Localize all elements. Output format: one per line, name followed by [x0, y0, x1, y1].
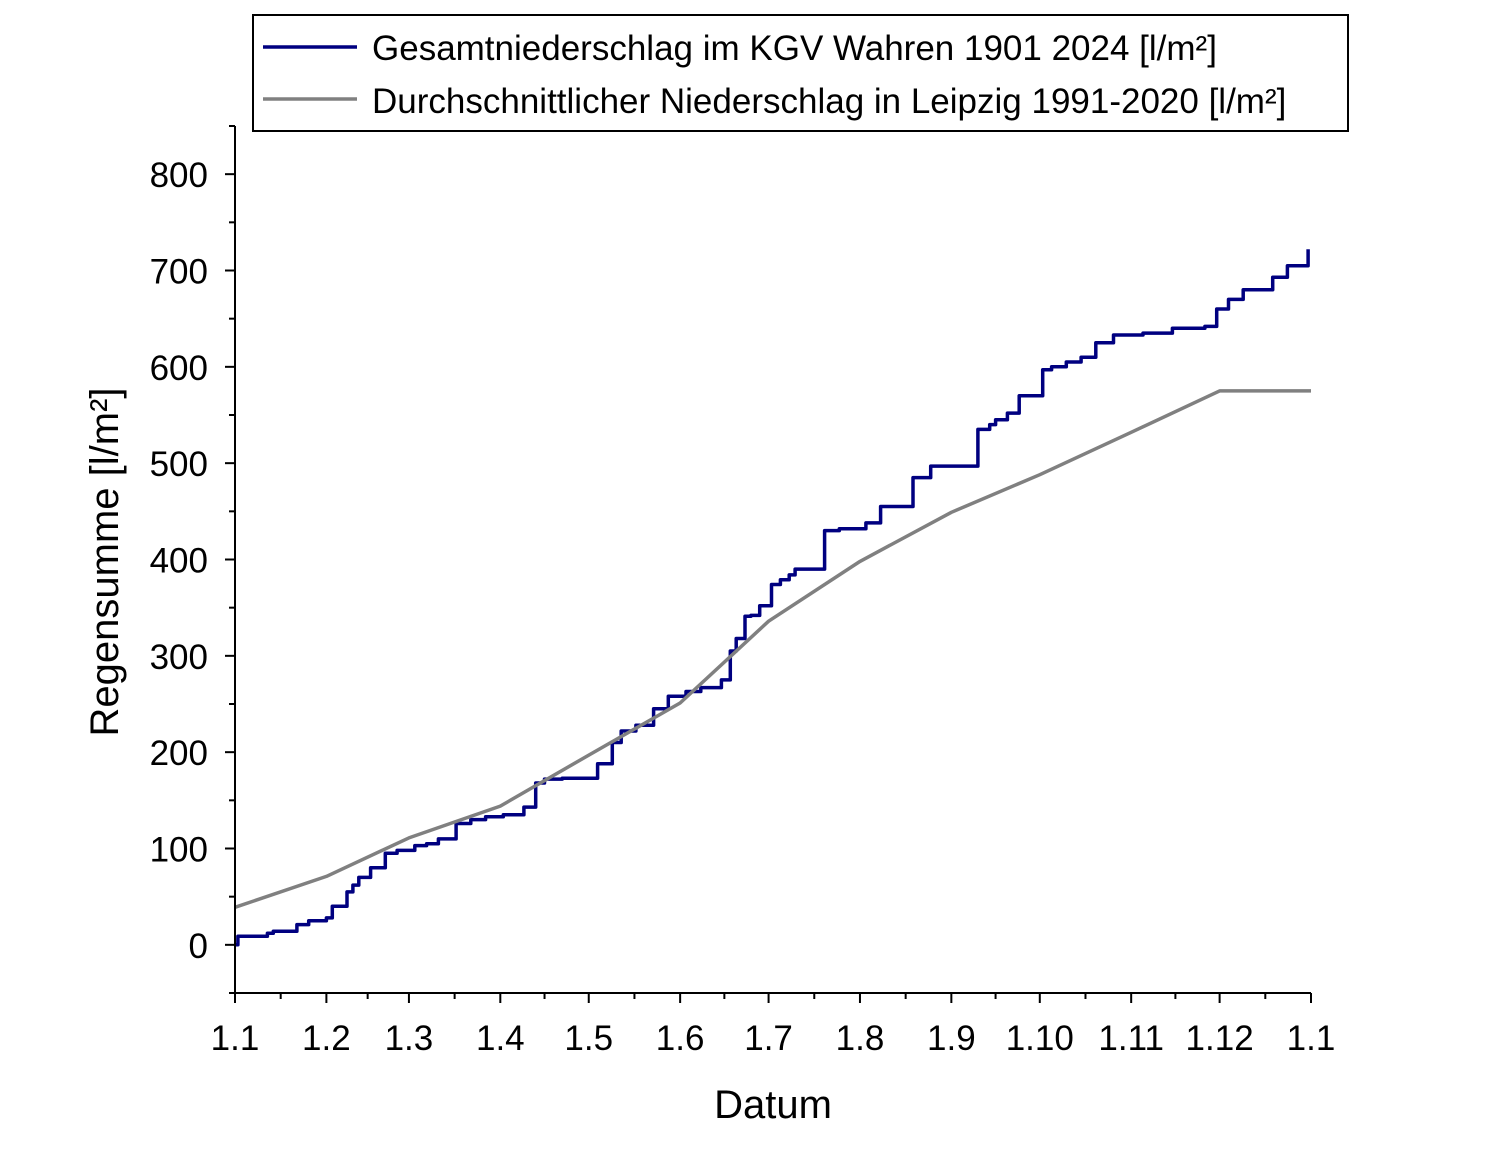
x-tick-label: 1.2	[302, 1019, 351, 1058]
y-axis-label: Regensumme [l/m²]	[83, 388, 127, 737]
x-tick-label: 1.3	[385, 1019, 434, 1058]
y-tick-label: 400	[150, 542, 208, 581]
x-tick-label: 1.4	[476, 1019, 525, 1058]
y-tick-label: 200	[150, 734, 208, 773]
legend-label-series-1: Durchschnittlicher Niederschlag in Leipz…	[372, 82, 1286, 121]
series-line-1	[234, 389, 1311, 909]
y-tick-label: 600	[150, 349, 208, 388]
y-tick-label: 700	[150, 253, 208, 292]
plot-series	[234, 249, 1311, 947]
x-ticks: 1.1 1.2 1.3 1.4 1.5 1.6 1.7 1.8 1.9 1.10 1.11 1.12 1…	[211, 993, 1336, 1058]
x-tick-label: 1.5	[564, 1019, 613, 1058]
y-tick-label: 300	[150, 638, 208, 677]
y-tick-label: 100	[150, 831, 208, 870]
legend-box	[252, 14, 1349, 132]
x-tick-label: 1.1	[1287, 1019, 1336, 1058]
x-tick-label: 1.8	[836, 1019, 885, 1058]
legend: Gesamtniederschlag im KGV Wahren 1901 20…	[252, 14, 1349, 132]
x-axis-label: Datum	[714, 1083, 832, 1127]
y-tick-label: 500	[150, 445, 208, 484]
x-tick-label: 1.6	[656, 1019, 705, 1058]
x-tick-label: 1.1	[211, 1019, 260, 1058]
x-tick-label: 1.10	[1006, 1019, 1074, 1058]
y-tick-label: 0	[189, 927, 208, 966]
y-ticks: 0 100 200 300 400 500 600 700 800	[150, 125, 235, 994]
legend-label-series-0: Gesamtniederschlag im KGV Wahren 1901 20…	[372, 29, 1217, 68]
x-tick-label: 1.9	[927, 1019, 976, 1058]
x-tick-label: 1.11	[1098, 1019, 1164, 1058]
x-tick-label: 1.12	[1186, 1019, 1254, 1058]
series-line-0	[235, 249, 1310, 947]
y-tick-label: 800	[150, 156, 208, 195]
x-tick-label: 1.7	[744, 1019, 793, 1058]
